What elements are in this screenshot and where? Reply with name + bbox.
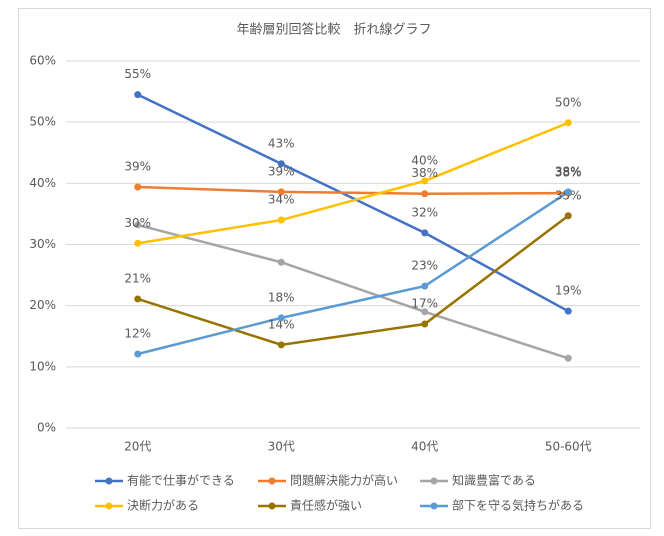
y-tick-label: 0% (37, 421, 56, 435)
x-tick-label: 20代 (124, 440, 151, 454)
data-label: 23% (411, 259, 438, 273)
data-point (277, 188, 285, 196)
series-line (137, 185, 569, 195)
x-tick-label: 30代 (268, 440, 295, 454)
y-tick-label: 30% (29, 237, 56, 251)
legend-marker (105, 502, 113, 510)
data-point (564, 119, 572, 127)
legend-marker (268, 477, 276, 485)
legend-label: 決断力がある (127, 498, 199, 513)
legend-marker (430, 477, 438, 485)
data-point (421, 308, 429, 316)
series-line (137, 214, 570, 347)
data-label: 39% (268, 164, 295, 178)
data-label: 32% (411, 205, 438, 219)
data-label: 18% (268, 290, 295, 304)
data-point (421, 229, 429, 237)
data-point (277, 314, 285, 322)
data-label: 17% (411, 297, 438, 311)
legend-marker (268, 502, 276, 510)
data-point (134, 239, 142, 247)
legend-label: 責任感が強い (290, 498, 362, 513)
data-point (134, 91, 142, 99)
data-point (564, 212, 572, 220)
data-point (421, 177, 429, 185)
data-point (134, 295, 142, 303)
y-tick-label: 40% (29, 176, 56, 190)
data-point (134, 183, 142, 191)
data-label: 34% (268, 193, 295, 207)
data-label: 40% (411, 153, 438, 167)
data-label: 43% (268, 136, 295, 150)
legend-label: 問題解決能力が高い (290, 473, 398, 488)
legend-marker (105, 477, 113, 485)
data-label: 38% (411, 166, 438, 180)
series-line (137, 190, 569, 356)
legend-marker (430, 502, 438, 510)
data-label: 55% (124, 67, 151, 81)
data-point (421, 190, 429, 198)
series-line (137, 121, 569, 245)
data-point (421, 282, 429, 290)
series-line (137, 93, 569, 313)
data-point (277, 341, 285, 349)
legend-label: 部下を守る気持ちがある (452, 498, 584, 513)
data-point (564, 354, 572, 362)
x-tick-label: 40代 (411, 440, 438, 454)
chart-title: 年齢層別回答比較 折れ線グラフ (236, 22, 431, 38)
data-label: 14% (268, 317, 295, 331)
data-label: 19% (555, 284, 582, 298)
chart-border (18, 8, 651, 529)
legend-label: 有能で仕事ができる (127, 473, 235, 488)
legend-label: 知識豊富である (452, 473, 536, 488)
data-point (134, 221, 142, 229)
x-tick-label: 50-60代 (545, 440, 592, 454)
y-tick-label: 10% (29, 359, 56, 373)
data-point (277, 160, 285, 168)
data-label: 39% (124, 160, 151, 174)
data-label: 38% (555, 166, 582, 180)
data-label: 30% (124, 216, 151, 230)
y-tick-label: 50% (29, 115, 56, 129)
data-label: 38% (555, 164, 582, 178)
data-point (134, 350, 142, 358)
y-tick-label: 60% (29, 54, 56, 68)
data-point (564, 307, 572, 315)
data-point (421, 320, 429, 328)
data-label: 21% (124, 271, 151, 285)
data-label: 50% (555, 95, 582, 109)
series-line (137, 223, 569, 360)
data-point (277, 216, 285, 224)
y-tick-label: 20% (29, 298, 56, 312)
data-label: 12% (124, 326, 151, 340)
data-point (564, 188, 572, 196)
data-point (277, 258, 285, 266)
